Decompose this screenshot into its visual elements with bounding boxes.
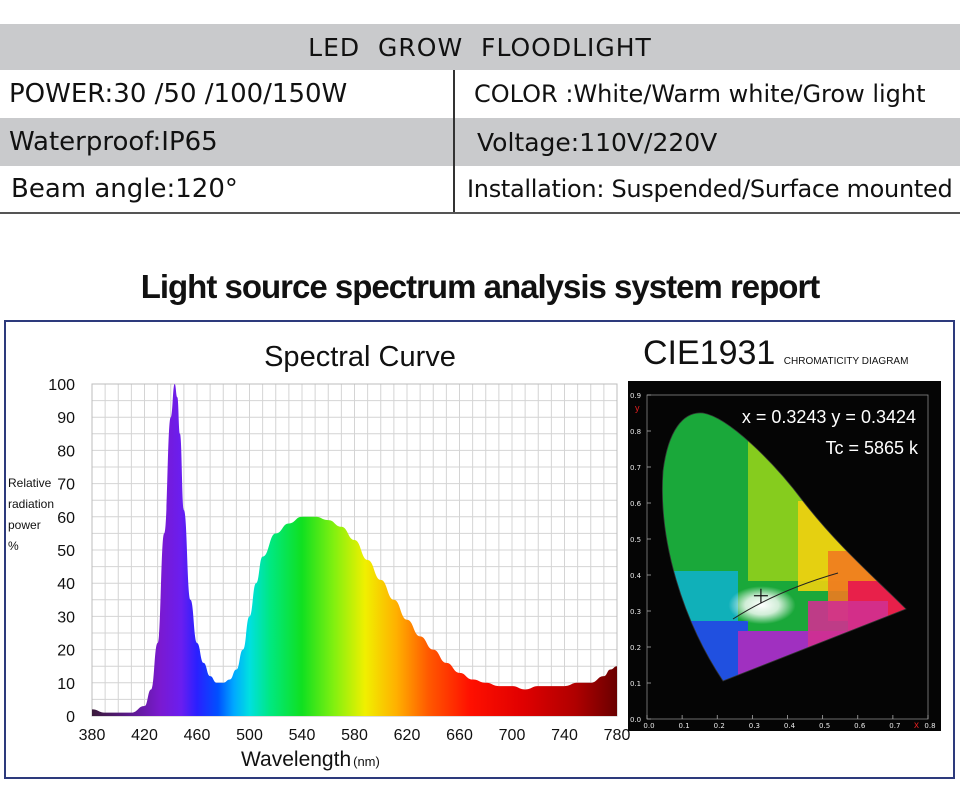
cie-white-region (708, 563, 828, 631)
cie-y-tick-label: 0.0 (630, 716, 641, 724)
cie-x-tick-label: 0.0 (643, 722, 654, 730)
cie-x-axis-letter: x (914, 720, 919, 731)
spec-waterproof: Waterproof:IP65 (9, 127, 218, 157)
spectral-x-axis-label: Wavelength (nm) (241, 748, 380, 771)
spectral-y-ticks: 0 10 20 30 40 50 60 70 80 90 100 (48, 377, 75, 726)
y-tick-label: 50 (57, 543, 75, 560)
spectral-y-axis-label: Relative radiation power % (8, 476, 54, 553)
y-tick-label: 0 (66, 709, 75, 726)
spectral-area (92, 384, 617, 716)
table-title-row: LED GROW FLOODLIGHT (0, 24, 960, 70)
cie-tc-readout: Tc = 5865 k (825, 438, 919, 458)
cie-planckian-locus (732, 572, 839, 620)
table-title: LED GROW FLOODLIGHT (308, 32, 652, 62)
x-tick-label: 780 (604, 727, 631, 744)
x-tick-label: 540 (289, 727, 316, 744)
cie-x-tick-label: 0.6 (854, 722, 866, 730)
cie-x-tick-label: 0.8 (924, 722, 935, 730)
cie-title-sub: CHROMATICITY DIAGRAM (783, 356, 909, 367)
y-tick-label: 60 (57, 510, 75, 527)
table-bottom-border (0, 212, 960, 214)
cie-x-tick-label: 0.7 (889, 722, 900, 730)
cie-chromaticity-point (753, 588, 768, 603)
spec-installation: Installation: Suspended/Surface mounted (467, 175, 953, 203)
spec-beam-angle: Beam angle:120° (11, 174, 238, 204)
x-tick-label: 700 (499, 727, 526, 744)
cie-x-tick-label: 0.3 (749, 722, 760, 730)
y-tick-label: 100 (48, 377, 75, 394)
report-title: Light source spectrum analysis system re… (140, 268, 821, 305)
y-tick-label: 80 (57, 443, 75, 460)
y-tick-label: 40 (57, 576, 75, 593)
spec-row-1: POWER:30 /50 /100/150W COLOR :White/Warm… (0, 70, 960, 118)
y-label-line-2: radiation (8, 497, 54, 511)
spec-power: POWER:30 /50 /100/150W (9, 79, 348, 109)
y-label-line-3: power (8, 518, 41, 532)
cie-y-tick-label: 0.1 (630, 680, 641, 688)
cie-x-tick-label: 0.1 (679, 722, 690, 730)
cie-y-tick-label: 0.6 (630, 500, 642, 508)
cie-horseshoe-outline (662, 412, 907, 682)
cie-y-tick-label: 0.5 (630, 536, 641, 544)
x-label-text: Wavelength (241, 748, 351, 771)
y-label-line-4: % (8, 539, 19, 553)
spectral-area-group (92, 384, 617, 716)
x-tick-label: 460 (184, 727, 211, 744)
spectral-chart-title: Spectral Curve (264, 341, 456, 373)
x-tick-label: 740 (551, 727, 578, 744)
cie-y-tick-label: 0.7 (630, 464, 641, 472)
x-tick-label: 500 (236, 727, 263, 744)
y-tick-label: 90 (57, 410, 75, 427)
cie-x-tick-label: 0.4 (784, 722, 796, 730)
cie-axis-ticks: 0.0 0.1 0.2 0.3 0.4 0.5 0.6 0.7 0.8 0.0 0.1 0.2 0.3 0… (630, 392, 936, 730)
x-tick-label: 620 (394, 727, 421, 744)
y-tick-label: 20 (57, 643, 75, 660)
cie-title-main: CIE1931 (643, 334, 776, 372)
y-label-line-1: Relative (8, 476, 52, 490)
cie-diagram: x = 0.3243 y = 0.3424 Tc = 5865 k y x 0.… (630, 392, 936, 731)
cie-x-tick-label: 0.5 (819, 722, 830, 730)
x-tick-label: 660 (446, 727, 473, 744)
x-tick-label: 380 (79, 727, 106, 744)
cie-fill-purple (738, 631, 858, 681)
y-tick-label: 30 (57, 609, 75, 626)
spectral-x-ticks: 380 420 460 500 540 580 620 660 700 740 780 (79, 727, 631, 744)
spec-row-3: Beam angle:120° Installation: Suspended/… (0, 166, 960, 212)
y-tick-label: 70 (57, 477, 75, 494)
cie-y-tick-label: 0.9 (630, 392, 641, 400)
table-column-divider (453, 70, 455, 212)
x-label-unit: (nm) (353, 754, 380, 769)
cie-y-axis-letter: y (635, 403, 640, 413)
cie-y-tick-label: 0.3 (630, 608, 641, 616)
x-tick-label: 420 (131, 727, 158, 744)
cie-y-tick-label: 0.4 (630, 572, 642, 580)
cie-title: CIE1931 CHROMATICITY DIAGRAM (643, 334, 908, 373)
spec-row-2: Waterproof:IP65 Voltage:110V/220V (0, 118, 960, 166)
x-tick-label: 580 (341, 727, 368, 744)
spec-table: LED GROW FLOODLIGHT POWER:30 /50 /100/15… (0, 24, 960, 214)
y-tick-label: 10 (57, 676, 75, 693)
spec-color: COLOR :White/Warm white/Grow light (474, 80, 926, 108)
cie-y-tick-label: 0.2 (630, 644, 641, 652)
spec-voltage: Voltage:110V/220V (477, 127, 718, 157)
cie-x-tick-label: 0.2 (714, 722, 725, 730)
cie-y-tick-label: 0.8 (630, 428, 641, 436)
cie-diagram-panel: x = 0.3243 y = 0.3424 Tc = 5865 k y x 0.… (628, 381, 941, 731)
cie-xy-readout: x = 0.3243 y = 0.3424 (742, 407, 916, 427)
